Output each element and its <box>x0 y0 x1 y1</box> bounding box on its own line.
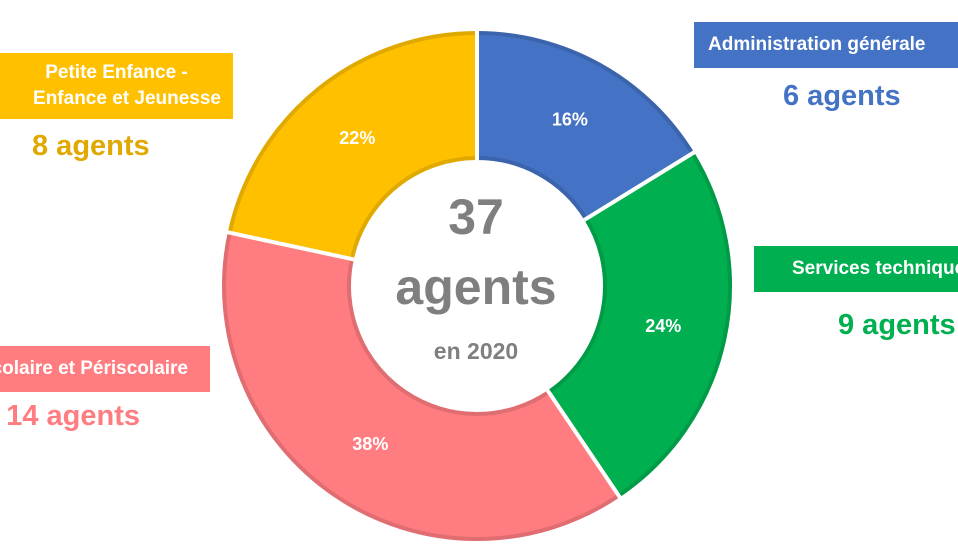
slice-separator <box>545 389 623 501</box>
slice-separator <box>225 229 355 262</box>
donut-slice-administration <box>475 31 695 221</box>
category-label-services-techniques: Services techniques <box>754 246 958 292</box>
donut-slice-services-techniques <box>546 151 732 498</box>
slice-separator <box>583 149 697 222</box>
count-label-services-techniques: 9 agents <box>838 309 956 341</box>
percent-label-scolaire: 38% <box>352 434 388 454</box>
center-year-label: en 2020 <box>433 338 519 364</box>
center-total: 37 <box>448 189 504 245</box>
category-label-scolaire: Scolaire et Périscolaire <box>0 346 210 392</box>
donut-slice-petite-enfance <box>227 31 479 262</box>
percent-label-petite-enfance: 22% <box>339 128 375 148</box>
percent-label-services-techniques: 24% <box>645 316 681 336</box>
category-label-petite-enfance: Petite Enfance - Enfance et Jeunesse <box>0 53 233 119</box>
count-label-scolaire: 14 agents <box>6 400 140 432</box>
count-label-administration: 6 agents <box>783 80 901 112</box>
percent-label-administration: 16% <box>552 110 588 130</box>
category-label-administration: Administration générale <box>694 22 958 68</box>
count-label-petite-enfance: 8 agents <box>32 130 150 162</box>
donut-slice-scolaire <box>222 230 621 541</box>
count-label-scolaire-clip: 14 agents <box>0 400 140 444</box>
center-unit: agents <box>395 259 557 315</box>
